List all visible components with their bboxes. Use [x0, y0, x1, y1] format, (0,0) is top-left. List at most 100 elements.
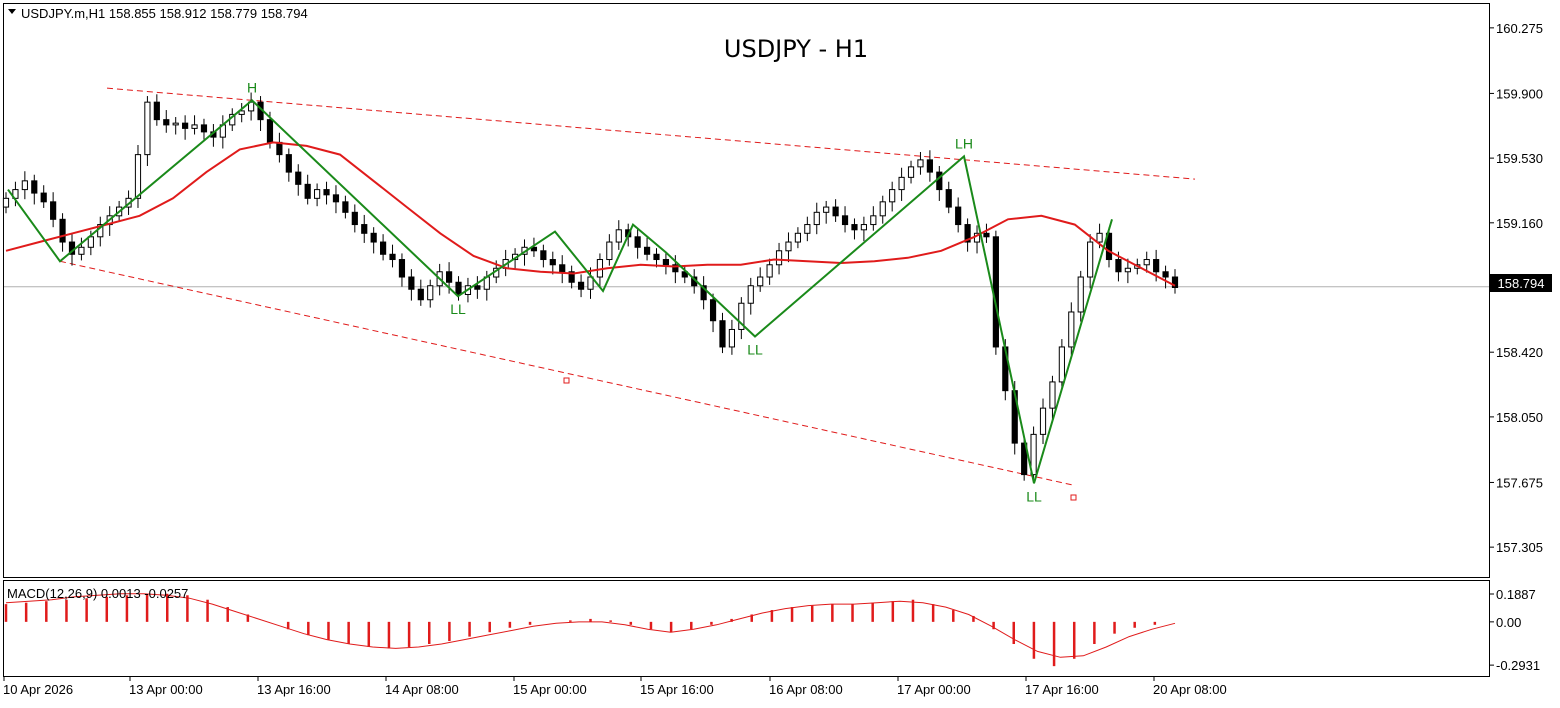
macd-tick-label: 0.00	[1496, 615, 1521, 630]
time-tick-label: 13 Apr 16:00	[257, 682, 331, 697]
candle-body	[398, 259, 406, 278]
candle-body	[1077, 276, 1084, 313]
candle-body	[1021, 442, 1028, 476]
time-tick-label: 13 Apr 00:00	[129, 682, 203, 697]
candle-body	[832, 206, 839, 217]
candle-body	[785, 241, 792, 252]
macd-layer: 0.1887 0.00 -0.2931	[4, 587, 1540, 673]
channel-lower-line	[59, 260, 1074, 486]
macd-label: MACD(12,26,9) 0.0013 -0.0257	[7, 586, 188, 601]
candle-body	[738, 302, 745, 330]
candle-body	[1068, 311, 1075, 348]
triangle-down-icon[interactable]	[8, 9, 16, 14]
candle-body	[427, 285, 434, 301]
zigzag-label: H	[247, 79, 257, 95]
candle-body	[40, 192, 47, 203]
candle-body	[285, 154, 292, 173]
candle-body	[361, 224, 368, 234]
candle-body	[295, 171, 302, 185]
candle-body	[351, 211, 358, 226]
macd-tick-label: 0.1887	[1496, 587, 1536, 602]
candle-body	[370, 232, 377, 243]
candle-body	[709, 299, 717, 322]
candle-body	[1105, 232, 1113, 261]
time-tick-label: 20 Apr 08:00	[1153, 682, 1227, 697]
channel-anchor	[1070, 494, 1077, 501]
candle-body	[879, 201, 886, 217]
candle-body	[1039, 407, 1047, 435]
candle-body	[926, 159, 933, 173]
candle-body	[1058, 346, 1065, 383]
candle-body	[153, 101, 160, 121]
candle-body	[238, 110, 245, 115]
candle-body	[794, 232, 801, 243]
zigzag-label: LL	[1026, 488, 1042, 504]
candle-body	[662, 259, 670, 266]
channel-anchor	[563, 377, 570, 384]
candle-body	[540, 250, 547, 261]
candle-body	[1171, 276, 1179, 289]
current-price-box	[1490, 274, 1552, 292]
axes-layer: 160.275 159.900 159.530 159.160 158.420 158.0…	[3, 21, 1543, 697]
candle-body	[389, 253, 396, 261]
time-tick-label: 15 Apr 16:00	[640, 682, 714, 697]
zigzag-layer: H LL LL LH LL	[7, 79, 1113, 504]
candle-body	[728, 328, 736, 348]
candle-body	[134, 154, 142, 199]
candle-body	[945, 189, 952, 208]
candle-body	[898, 176, 905, 191]
candle-body	[332, 194, 340, 203]
candle-body	[757, 276, 764, 287]
candle-body	[1115, 259, 1122, 273]
candle-body	[417, 288, 424, 301]
candle-body	[342, 201, 349, 213]
candle-body	[559, 264, 566, 273]
candle-body	[813, 211, 820, 226]
candle-body	[1030, 433, 1037, 476]
candle-body	[653, 253, 660, 261]
candle-body	[1124, 267, 1131, 273]
zigzag-label: LL	[450, 301, 466, 317]
time-tick-label: 16 Apr 08:00	[769, 682, 843, 697]
price-tick-label: 157.675	[1496, 475, 1543, 490]
candle-body	[455, 281, 462, 295]
candle-body	[1049, 381, 1056, 409]
candle-body	[200, 124, 208, 133]
candle-body	[1162, 271, 1169, 278]
time-tick-label: 15 Apr 00:00	[513, 682, 587, 697]
candle-body	[163, 119, 170, 126]
candle-body	[182, 122, 189, 129]
macd-tick-label: -0.2931	[1496, 658, 1540, 673]
zigzag-label: LL	[747, 341, 763, 357]
candle-body	[191, 124, 198, 129]
candle-body	[917, 159, 924, 168]
candle-body	[889, 189, 896, 203]
candle-body	[681, 271, 688, 278]
symbol-ohlc-label: USDJPY.m,H1 158.855 158.912 158.779 158.…	[21, 6, 308, 21]
channel-upper-line	[106, 87, 1196, 180]
candle-body	[634, 236, 641, 248]
time-tick-label: 17 Apr 16:00	[1025, 682, 1099, 697]
candle-body	[31, 180, 38, 194]
candle-body	[172, 122, 179, 126]
price-tick-label: 160.275	[1496, 21, 1543, 36]
channel-layer	[59, 87, 1196, 501]
candle-body	[21, 180, 28, 191]
candle-body	[992, 236, 999, 348]
candle-body	[672, 264, 679, 273]
candle-body	[1096, 232, 1103, 243]
candle-body	[323, 189, 330, 196]
candle-body	[615, 229, 622, 243]
candle-body	[445, 271, 453, 283]
candle-body	[870, 215, 877, 226]
candle-body	[719, 320, 726, 348]
candle-body	[936, 171, 943, 191]
candle-body	[144, 101, 151, 156]
candle-body	[643, 246, 651, 255]
macd-panel-frame	[3, 580, 1490, 677]
candle-body	[955, 206, 962, 226]
candle-body	[266, 119, 274, 143]
candle-body	[804, 224, 811, 234]
candle-body	[606, 241, 613, 261]
zigzag-line	[7, 99, 1113, 484]
